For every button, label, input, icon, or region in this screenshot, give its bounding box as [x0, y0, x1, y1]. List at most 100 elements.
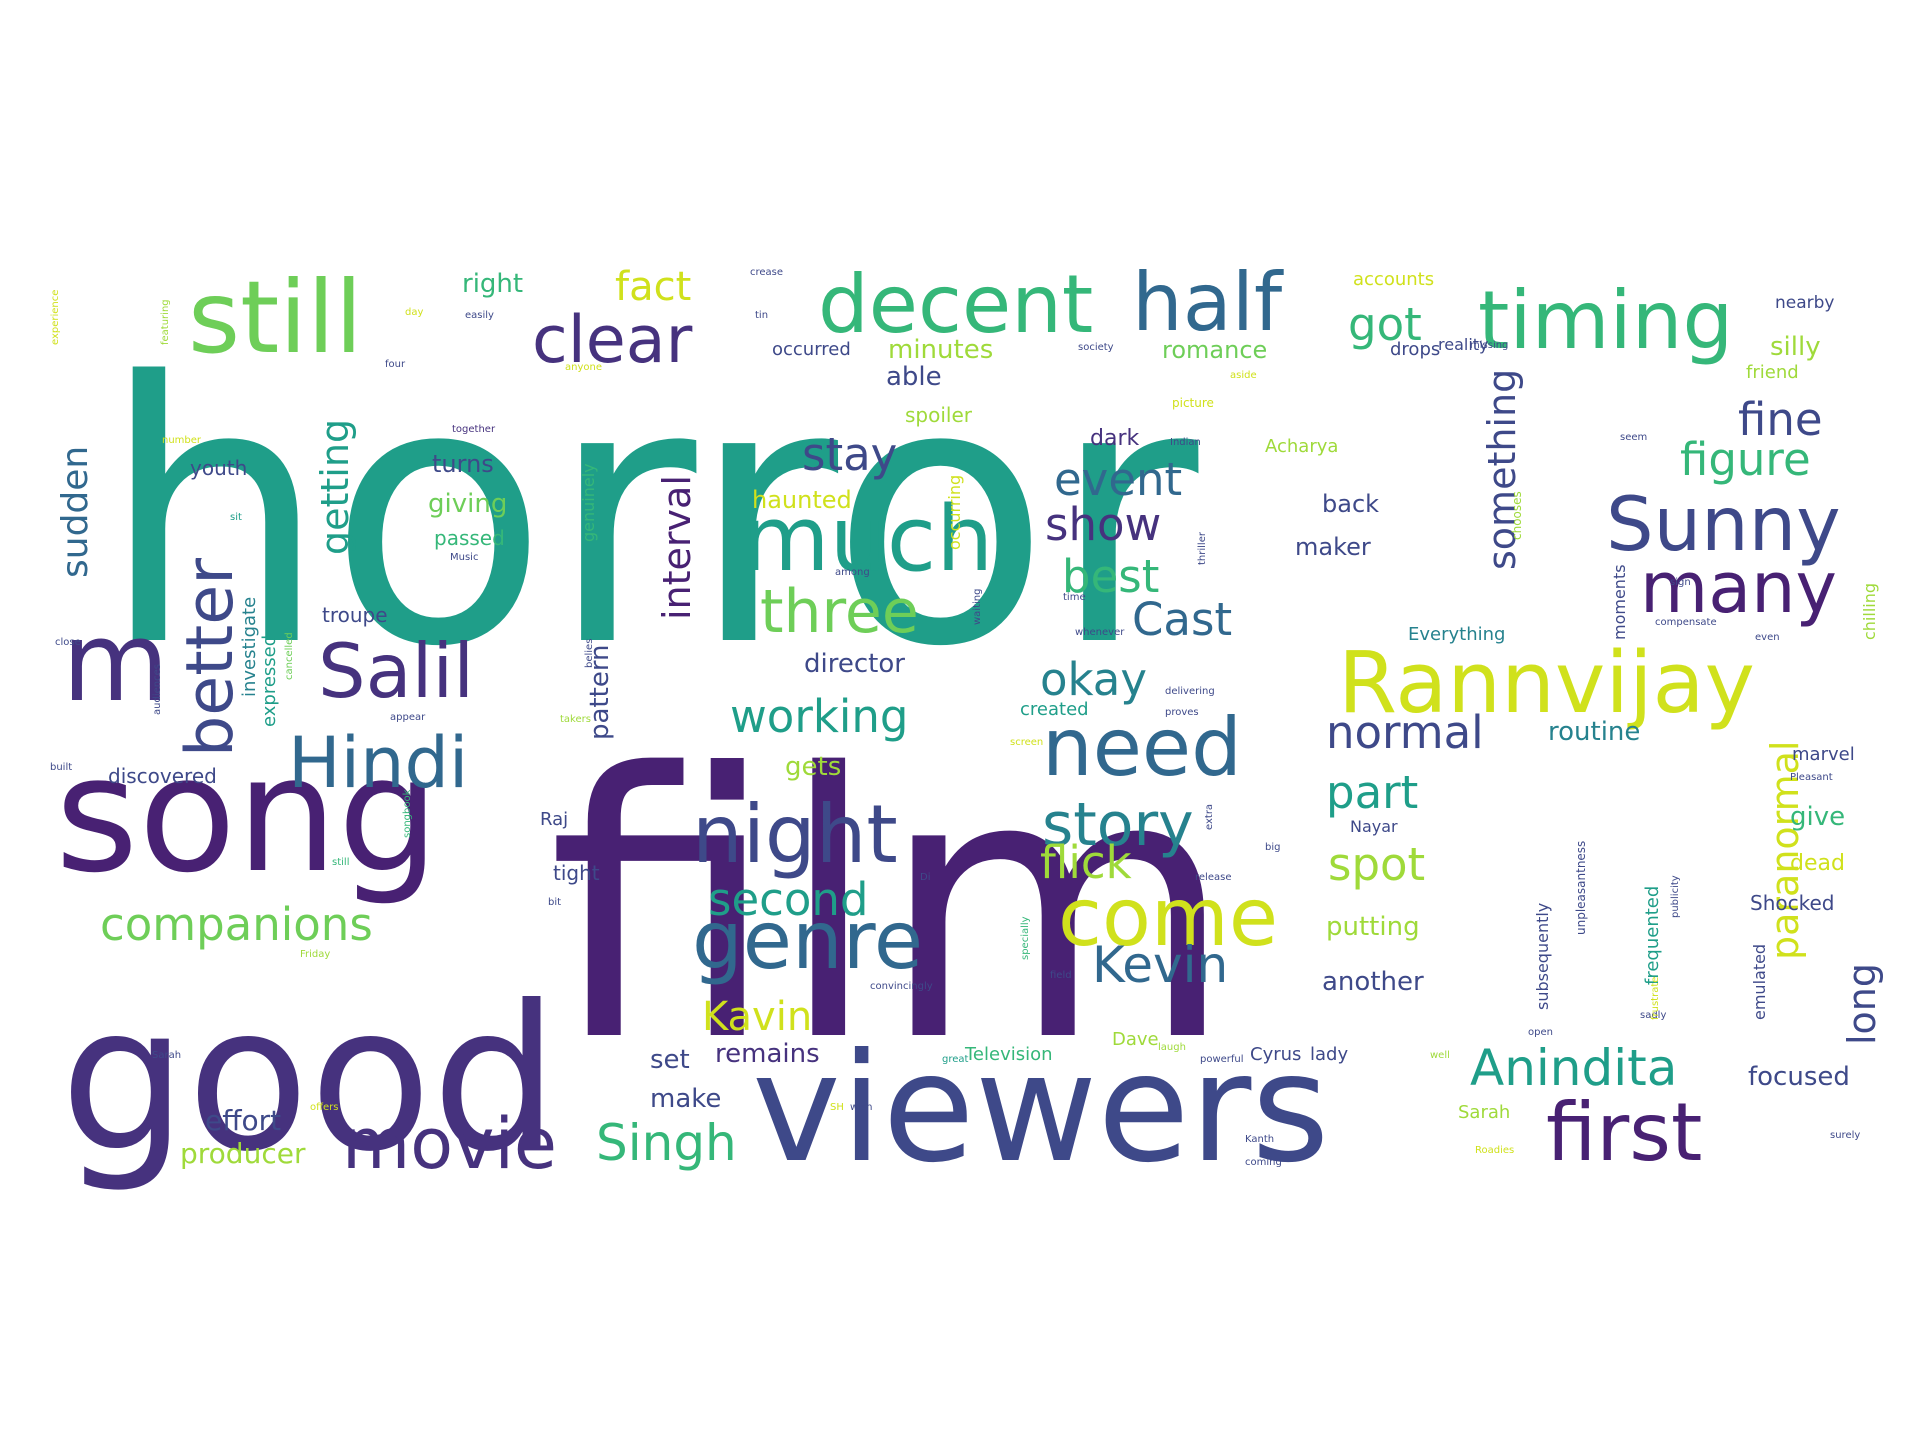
word-stay: stay: [802, 428, 897, 481]
word-featuring: featuring: [160, 299, 171, 345]
word-something: something: [1480, 369, 1524, 570]
word-aside: aside: [1230, 370, 1257, 381]
word-cyrus: Cyrus: [1250, 1044, 1301, 1065]
word-di: Di: [920, 872, 930, 883]
word-convincingly: convincingly: [870, 981, 933, 992]
word-reality: reality: [1438, 335, 1489, 354]
word-waiting: waiting: [972, 589, 983, 625]
word-number: number: [162, 435, 202, 446]
word-kanth: Kanth: [1245, 1134, 1274, 1145]
word-decent: decent: [818, 258, 1093, 351]
word-emulated: emulated: [1750, 944, 1769, 1020]
word-sarah: Sarah: [1458, 1102, 1510, 1123]
word-putting: putting: [1326, 912, 1420, 942]
word-give: give: [1790, 802, 1845, 832]
word-songbook: songbook: [402, 789, 413, 838]
word-surely: surely: [1830, 1130, 1860, 1141]
word-whenever: whenever: [1075, 627, 1125, 638]
word-turns: turns: [432, 450, 494, 478]
word-expressed: expressed: [259, 635, 280, 727]
word-kavin: Kavin: [702, 994, 812, 1040]
word-compensate: compensate: [1655, 617, 1717, 628]
word-drops: drops: [1390, 339, 1440, 360]
word-friday: Friday: [300, 949, 330, 960]
word-dave: Dave: [1112, 1029, 1159, 1050]
word-much: much: [742, 487, 993, 592]
word-chilling: chilling: [1860, 583, 1879, 640]
word-maker: maker: [1295, 533, 1371, 561]
word-got: got: [1348, 298, 1422, 351]
word-right: right: [462, 269, 523, 299]
word-film: film: [548, 697, 1235, 1122]
word-second: second: [708, 873, 869, 926]
word-cancelled: cancelled: [284, 632, 295, 680]
word-come: come: [1058, 871, 1278, 964]
word-getting: getting: [313, 419, 357, 555]
word-audiences: audiences: [152, 664, 163, 715]
word-okay: okay: [1040, 653, 1147, 706]
word-part: part: [1326, 766, 1418, 819]
word-time: time: [1063, 592, 1086, 603]
word-acharya: Acharya: [1265, 436, 1338, 457]
word-tight: tight: [553, 861, 600, 885]
word-half: half: [1132, 256, 1284, 349]
word-working: working: [730, 690, 908, 743]
word-gets: gets: [785, 752, 841, 782]
word-specially: specially: [1020, 916, 1031, 960]
word-society: society: [1078, 342, 1114, 353]
word-m: m: [62, 598, 169, 726]
word-coming: coming: [1245, 1157, 1282, 1168]
word-movie: movie: [342, 1103, 557, 1185]
word-bit: bit: [548, 897, 561, 908]
word-many: many: [1640, 547, 1837, 629]
word-moments: moments: [1610, 564, 1629, 640]
word-marvel: marvel: [1792, 744, 1855, 765]
word-good: good: [60, 963, 559, 1196]
word-three: three: [760, 577, 919, 647]
word-clear: clear: [532, 303, 693, 378]
word-together: together: [452, 424, 496, 435]
word-screen: screen: [1010, 737, 1043, 748]
word-figure: figure: [1680, 433, 1811, 486]
word-giving: giving: [428, 489, 507, 519]
word-sudden: sudden: [55, 446, 96, 578]
word-big: big: [1265, 842, 1280, 853]
word-unpleasantness: unpleasantness: [1574, 841, 1588, 935]
word-field: field: [1050, 970, 1072, 981]
word-dead: dead: [1790, 851, 1845, 876]
word-cast: Cast: [1132, 593, 1232, 646]
word-experience: experience: [50, 290, 61, 345]
word-publicity: publicity: [1670, 875, 1681, 918]
word-investigate: investigate: [239, 597, 260, 697]
word-need: need: [1042, 701, 1242, 794]
word-first: first: [1546, 1086, 1702, 1179]
word-horror: horror: [100, 306, 1202, 725]
word-tin: tin: [755, 310, 768, 321]
word-show: show: [1045, 498, 1161, 551]
word-youth: youth: [190, 456, 247, 480]
word-normal: normal: [1326, 706, 1484, 759]
word-even: even: [1755, 632, 1780, 643]
word-seem: seem: [1620, 432, 1647, 443]
word-nearby: nearby: [1775, 293, 1835, 313]
word-song: song: [55, 721, 439, 908]
word-created: created: [1020, 699, 1089, 720]
word-rannvijay: Rannvijay: [1338, 634, 1755, 733]
word-subsequently: subsequently: [1533, 903, 1552, 1010]
word-takers: takers: [560, 714, 591, 725]
word-close: close: [55, 637, 81, 648]
word-four: four: [385, 359, 406, 370]
word-discovered: discovered: [108, 764, 217, 788]
word-pleasant: Pleasant: [1790, 772, 1833, 783]
word-great: great: [942, 1054, 969, 1065]
word-anindita: Anindita: [1470, 1039, 1677, 1097]
word-sh: SH: [830, 1102, 844, 1113]
word-better: better: [173, 558, 248, 757]
word-nayar: Nayar: [1350, 817, 1398, 836]
word-television: Television: [964, 1044, 1053, 1065]
word-spoiler: spoiler: [905, 403, 973, 427]
word-sadly: sadly: [1640, 1010, 1666, 1021]
word-proves: proves: [1165, 707, 1199, 718]
word-producer: producer: [180, 1137, 306, 1170]
word-companions: companions: [100, 898, 373, 951]
